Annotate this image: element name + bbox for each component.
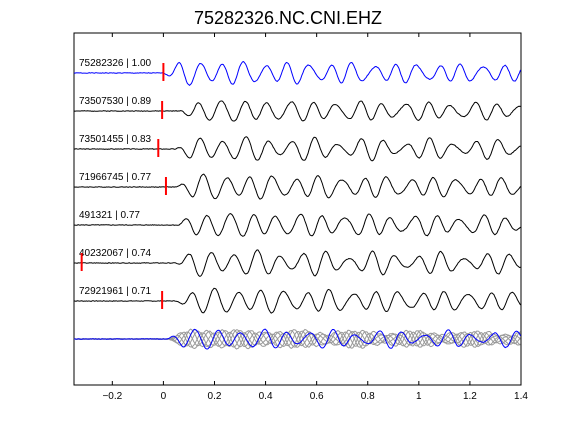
x-tick-label: 1.2 [463, 391, 477, 402]
x-axis: −0.2 0 0.2 0.4 0.6 0.8 1 1.2 1.4 [102, 33, 528, 402]
x-tick-label: −0.2 [102, 391, 122, 402]
trace-line [73, 100, 521, 122]
trace-line [73, 213, 521, 237]
x-tick-label: 0.8 [361, 391, 375, 402]
x-tick-label: 0.2 [208, 391, 222, 402]
traces-layer [73, 61, 521, 350]
x-tick-label: 1.4 [514, 391, 528, 402]
trace-line [74, 249, 521, 277]
trace-line [73, 61, 521, 86]
chart-title: 75282326.NC.CNI.EHZ [194, 8, 382, 28]
pick-markers [80, 63, 167, 309]
plot-frame [73, 32, 522, 386]
x-tick-label: 0.6 [310, 391, 324, 402]
trace-labels: 75282326 | 1.00 73507530 | 0.89 73501455 |… [79, 58, 152, 297]
stack-master-line [74, 328, 521, 350]
x-tick-label: 1 [416, 391, 422, 402]
trace-label: 491321 | 0.77 [79, 210, 140, 221]
x-tick-label: 0.4 [259, 391, 273, 402]
trace-label: 40232067 | 0.74 [79, 248, 152, 259]
trace-line [73, 173, 521, 200]
x-tick-label: 0 [161, 391, 167, 402]
trace-line [73, 136, 521, 162]
trace-label: 73501455 | 0.83 [79, 134, 152, 145]
trace-label: 73507530 | 0.89 [79, 96, 152, 107]
trace-line [74, 287, 521, 314]
trace-label: 75282326 | 1.00 [79, 58, 152, 69]
trace-label: 72921961 | 0.71 [79, 286, 152, 297]
trace-label: 71966745 | 0.77 [79, 172, 152, 183]
